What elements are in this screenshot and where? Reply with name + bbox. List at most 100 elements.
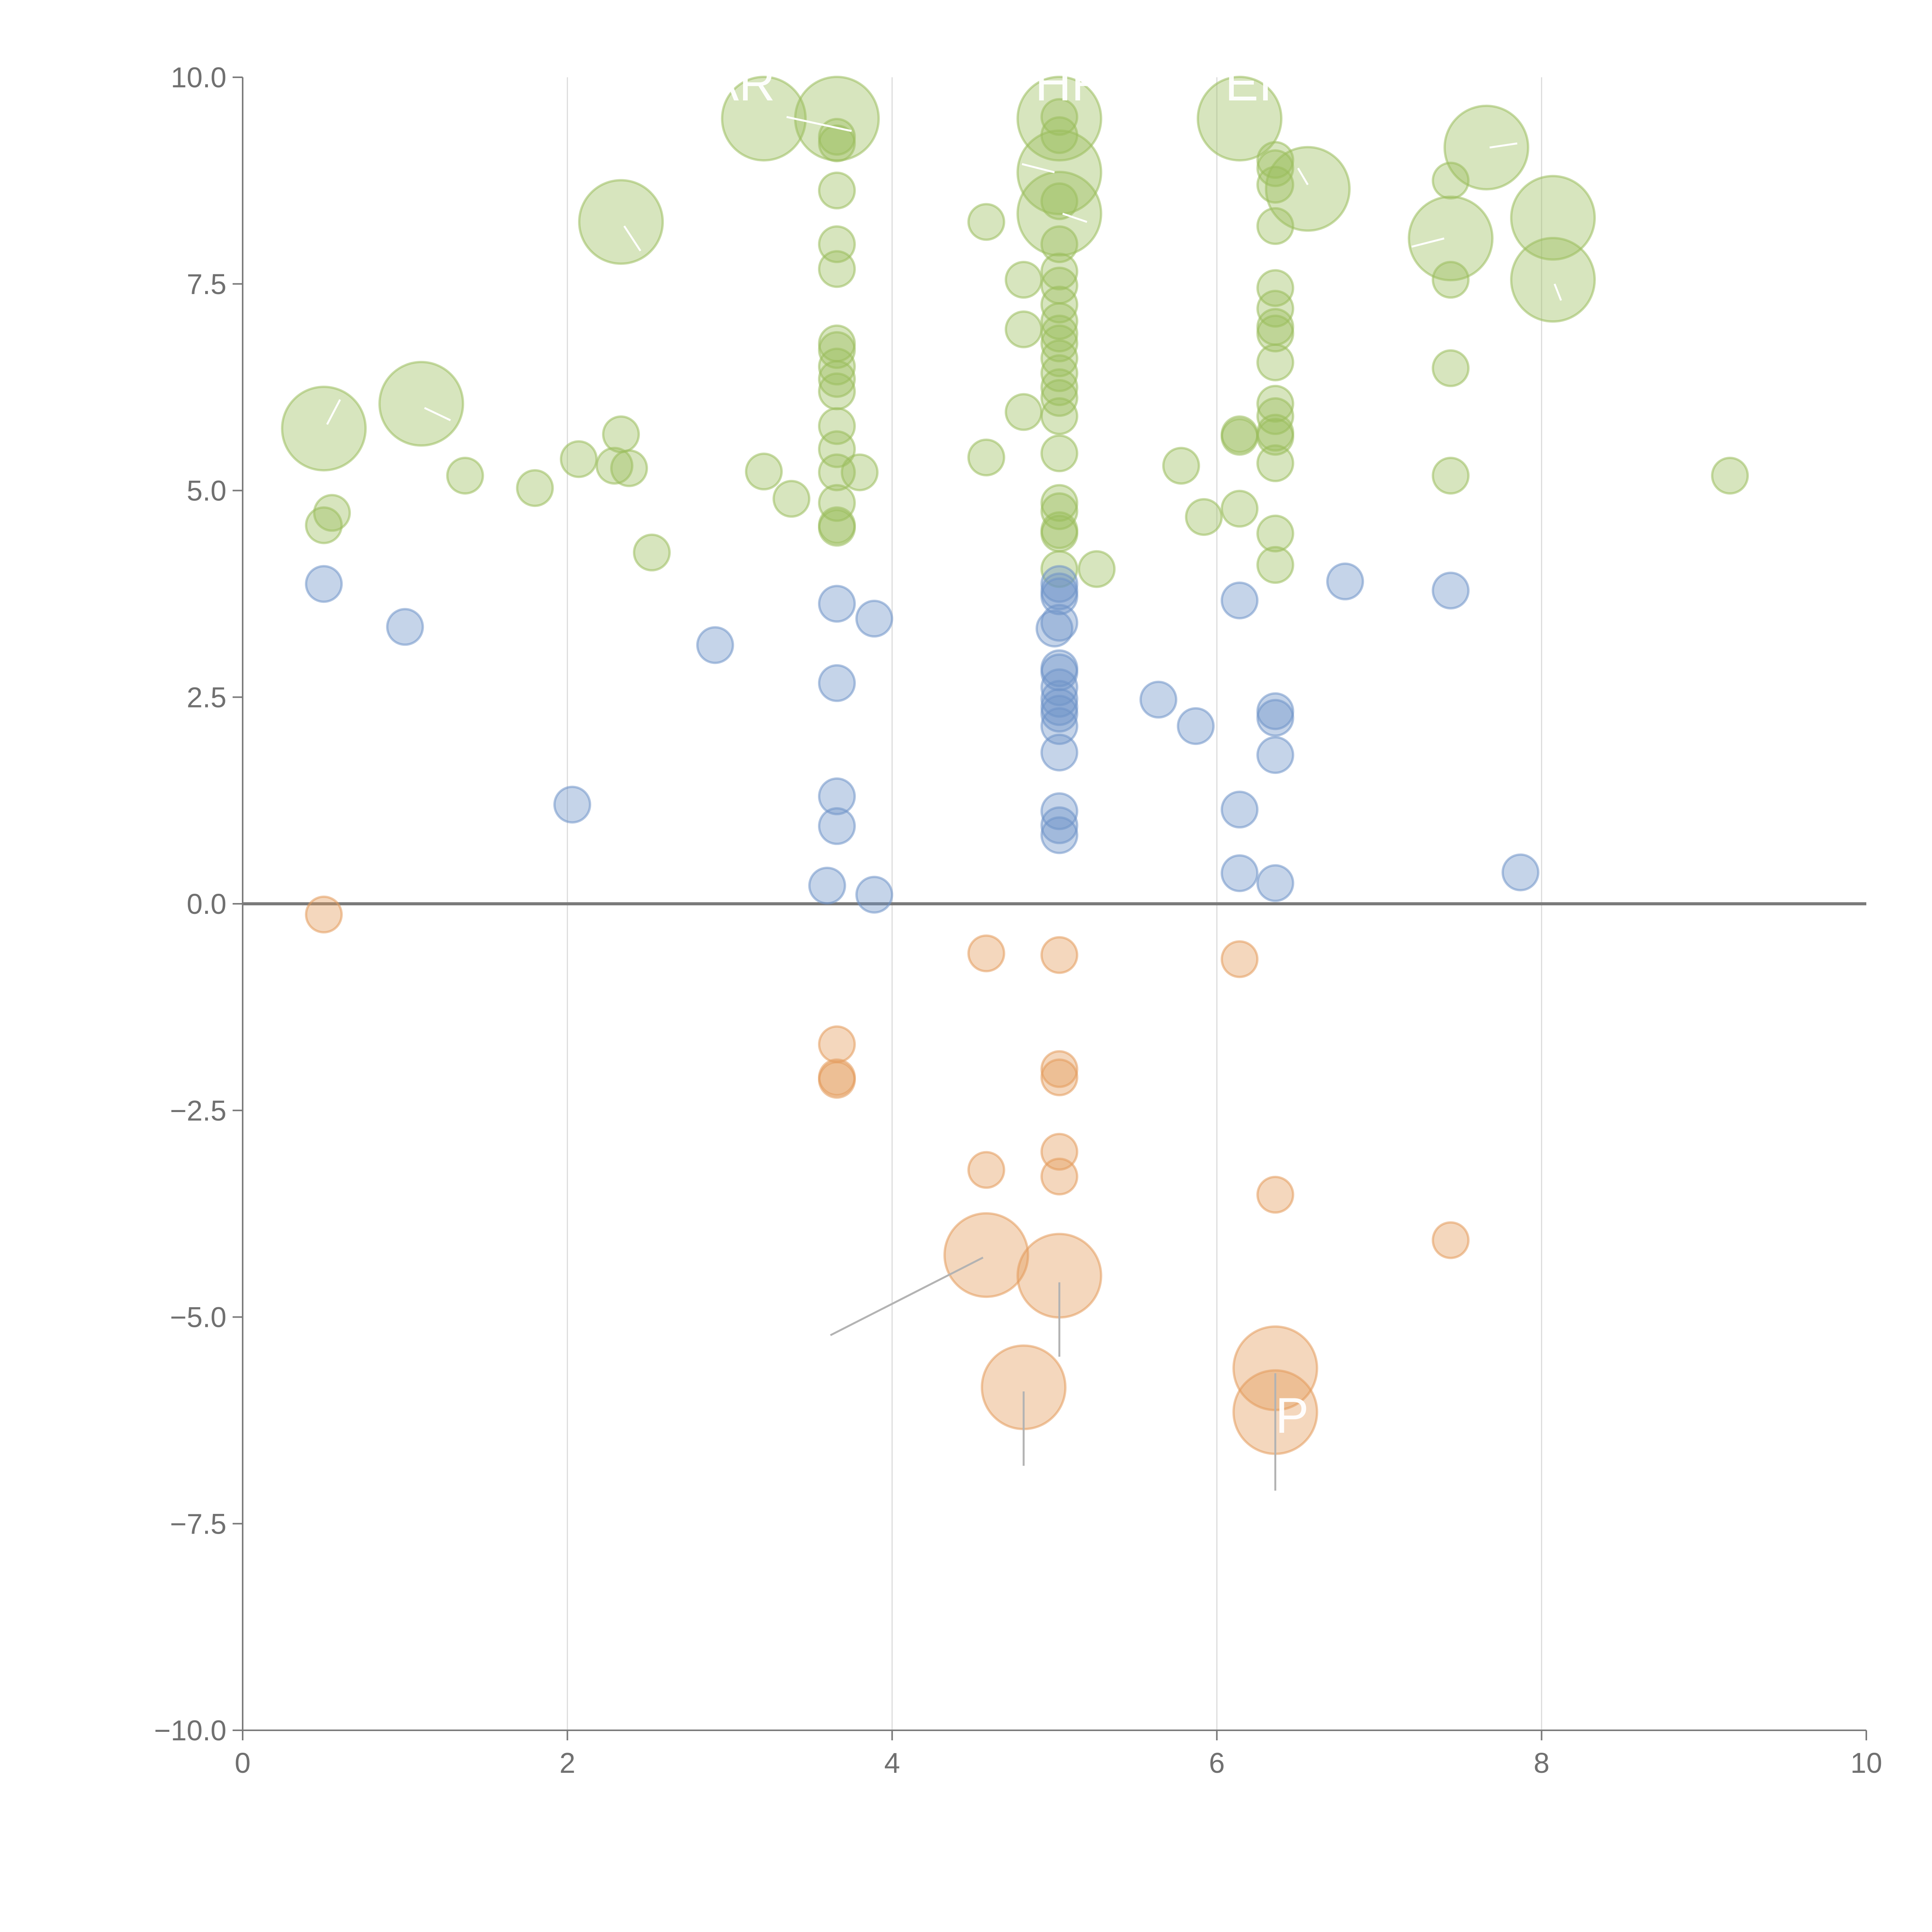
annotation-leader-line: [326, 399, 341, 425]
data-point-low: [818, 1025, 856, 1063]
data-point-mid: [1040, 695, 1078, 733]
data-point-low: [818, 1061, 856, 1099]
data-point-high: [1040, 182, 1078, 220]
data-point-high: [1432, 349, 1470, 387]
data-point-high: [840, 453, 879, 492]
data-point-high: [1040, 286, 1078, 324]
data-point-high: [313, 494, 351, 532]
data-point-high: [1016, 75, 1102, 162]
data-point-mid: [1221, 791, 1259, 829]
data-point-mid: [1040, 604, 1078, 642]
y-tick-label: 0.0: [187, 888, 226, 920]
data-point-low: [1040, 1058, 1078, 1097]
data-point-mid: [818, 664, 856, 702]
annotation-leader-line: [1489, 142, 1517, 149]
data-point-high: [1256, 546, 1294, 584]
annotation-leader-line: [1411, 237, 1445, 248]
data-point-high: [1256, 149, 1294, 187]
data-point-high: [578, 179, 664, 265]
data-point-mid: [808, 866, 846, 905]
data-point-high: [1408, 196, 1494, 282]
annotation-label: HR: [1035, 55, 1108, 111]
data-point-high: [1185, 498, 1223, 536]
annotation-leader-line: [830, 1257, 984, 1336]
data-point-high: [446, 456, 484, 495]
y-tick-label: 7.5: [187, 268, 226, 300]
data-point-high: [1432, 456, 1470, 495]
data-point-mid: [1177, 707, 1215, 745]
data-point-mid: [818, 807, 856, 845]
data-point-high: [1162, 447, 1200, 485]
data-point-mid: [855, 600, 893, 638]
data-point-high: [1265, 146, 1351, 232]
data-point-high: [1197, 75, 1283, 162]
data-point-high: [1040, 434, 1078, 473]
data-point-mid: [386, 608, 424, 646]
data-point-mid: [1221, 854, 1259, 892]
data-points: [281, 75, 1749, 1455]
annotation-leader-line: [1022, 163, 1055, 173]
annotation-label: P: [1275, 1387, 1309, 1444]
data-point-high: [610, 449, 648, 487]
data-point-mid: [1432, 571, 1470, 610]
data-point-low: [1256, 1175, 1294, 1214]
data-point-mid: [1256, 699, 1294, 737]
data-point-high: [818, 331, 856, 369]
data-point-high: [1040, 116, 1078, 154]
annotation-leader-line: [623, 225, 641, 252]
y-tick-label: −2.5: [170, 1095, 226, 1127]
data-point-high: [1510, 237, 1596, 323]
axes: −10.0 −7.5 −5.0 −2.5 0.0 2.5 5.0 7.5 10.0 0 2 4 6 8 10: [154, 61, 1882, 1779]
data-point-mid: [305, 565, 343, 603]
data-point-high: [818, 509, 856, 547]
x-tick-label: 10: [1850, 1747, 1882, 1779]
data-point-high: [560, 440, 598, 478]
data-point-high: [967, 438, 1005, 476]
data-point-high: [818, 453, 856, 492]
annotation-leader-line: [1553, 283, 1562, 301]
y-tick-label: −10.0: [154, 1714, 226, 1747]
data-point-mid: [855, 876, 893, 914]
data-point-mid: [1040, 680, 1078, 718]
x-tick-label: 6: [1209, 1747, 1225, 1779]
data-point-low: [967, 1151, 1005, 1189]
data-point-high: [1711, 456, 1749, 495]
data-point-mid: [818, 585, 856, 623]
data-point-high: [967, 203, 1005, 241]
data-point-high: [1040, 302, 1078, 340]
data-point-high: [1040, 339, 1078, 378]
data-point-high: [1256, 397, 1294, 435]
data-point-high: [633, 533, 671, 571]
data-point-mid: [1036, 609, 1073, 648]
data-point-high: [721, 75, 807, 162]
annotation-label: AR: [706, 55, 776, 111]
data-point-high: [1040, 225, 1078, 264]
data-point-high: [1040, 550, 1078, 588]
data-point-high: [1432, 162, 1470, 200]
y-tick-label: −7.5: [170, 1508, 226, 1540]
data-point-high: [1256, 444, 1294, 482]
data-point-mid: [696, 626, 734, 664]
data-point-high: [818, 250, 856, 288]
data-point-high: [745, 452, 783, 491]
data-point-low: [305, 895, 343, 934]
annotations: AR HR EI P: [706, 55, 1309, 1444]
data-point-high: [378, 361, 464, 447]
data-point-low: [967, 934, 1005, 973]
data-point-mid: [1501, 853, 1539, 891]
annotation-leader-line: [424, 407, 451, 421]
data-point-high: [1040, 492, 1078, 530]
data-point-high: [818, 124, 856, 163]
x-tick-label: 4: [884, 1747, 900, 1779]
data-point-high: [1040, 252, 1078, 291]
data-point-mid: [1040, 806, 1078, 844]
data-point-high: [1040, 514, 1078, 553]
data-point-high: [1005, 393, 1043, 431]
data-point-high: [1040, 397, 1078, 435]
data-point-high: [1005, 261, 1043, 299]
y-tick-label: 5.0: [187, 475, 226, 507]
data-point-mid: [1256, 736, 1294, 774]
data-point-high: [1040, 484, 1078, 522]
